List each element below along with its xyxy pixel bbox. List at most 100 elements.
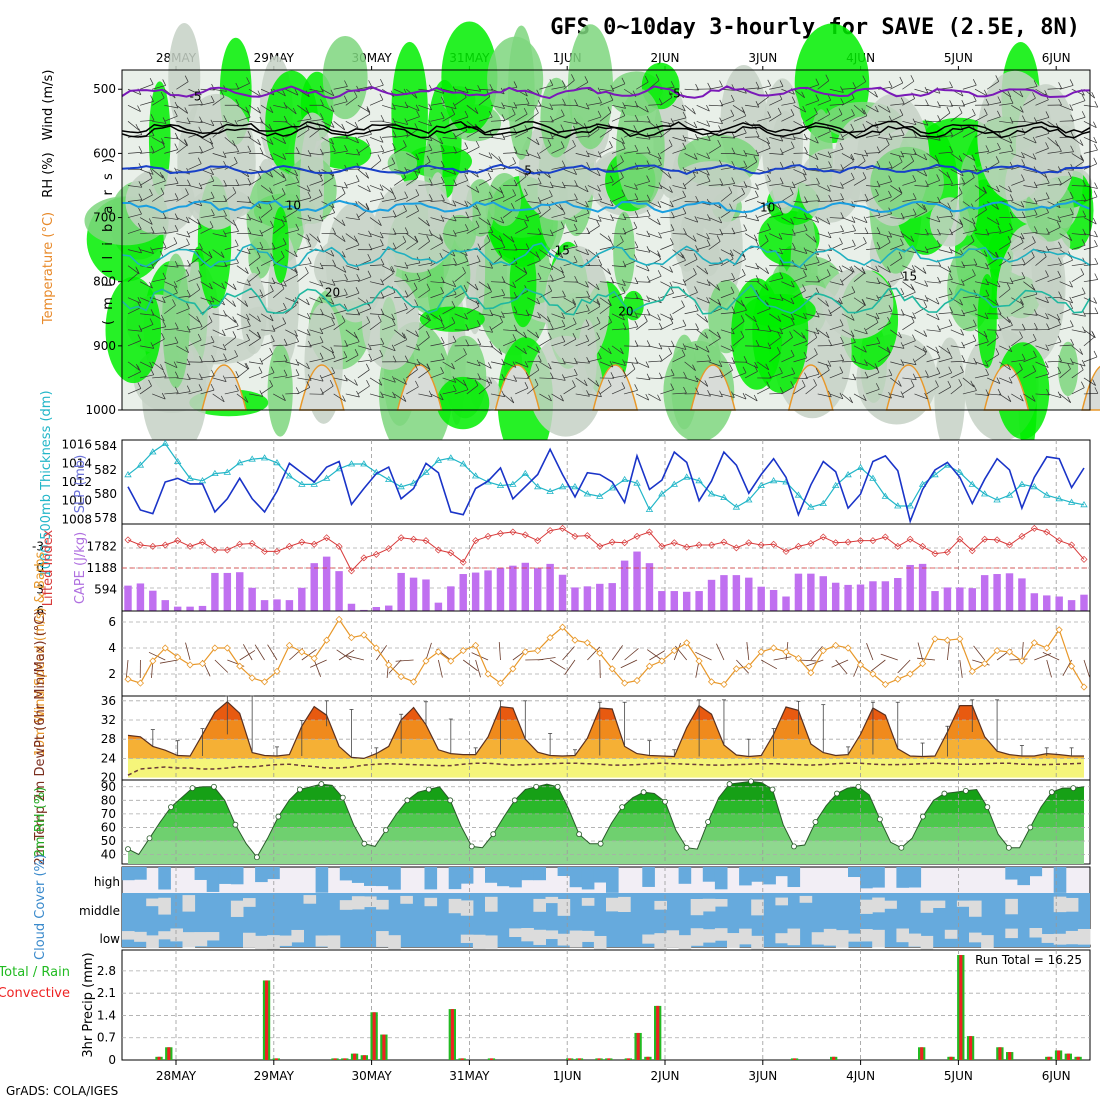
wind-barb	[914, 297, 929, 302]
wind-barb	[575, 377, 588, 387]
wind-speed-marker	[1030, 639, 1038, 647]
wind-barb	[611, 217, 626, 221]
wind-barb-flag	[586, 162, 590, 169]
wind-barb-flag	[246, 110, 251, 118]
wind-barb-flag	[536, 297, 541, 305]
wind-barb	[817, 249, 832, 251]
wind-barb	[394, 177, 406, 186]
thickness-marker	[136, 461, 145, 468]
wind-speed-marker	[894, 675, 902, 683]
wind-barb	[999, 241, 1012, 250]
wind-barb-flag	[994, 251, 999, 259]
wind-barb-flag	[972, 79, 977, 86]
wind-barb-flag	[512, 281, 517, 288]
wind-barb	[926, 201, 941, 204]
wind-barb	[369, 198, 384, 202]
wind-barb-flag	[573, 255, 578, 263]
wind-barb	[999, 281, 1014, 284]
wind-barb	[478, 313, 493, 316]
wind-barb-flag	[912, 193, 917, 200]
wind-barb-flag	[451, 108, 456, 115]
wind-barb-flag	[184, 75, 189, 82]
wind-barb	[127, 185, 142, 188]
wind-barb-flag	[440, 96, 445, 104]
wind-barb	[466, 130, 480, 138]
wind-barb	[478, 88, 493, 91]
wind-barb-flag	[900, 287, 905, 295]
wind-barb-flag	[487, 362, 492, 369]
precip-convective-bar	[1008, 1052, 1012, 1060]
cloud-mid-block	[654, 900, 667, 910]
wind-barb-flag	[1082, 210, 1087, 217]
wind-barb-flag	[900, 238, 904, 245]
wind-barb	[357, 233, 372, 238]
wind-barb-flag	[415, 153, 420, 160]
wind-barb-flag	[403, 204, 407, 212]
wind-barb	[636, 281, 651, 283]
wind-barb-flag	[379, 184, 384, 191]
wind-barb	[781, 265, 796, 267]
wind-barb-flag	[840, 225, 844, 232]
wind-barb	[442, 390, 457, 395]
wind-barb-flag	[1058, 291, 1062, 298]
wind-barb-flag	[453, 146, 457, 153]
wind-barb-flag	[1008, 185, 1012, 193]
wind-tick-label: 6	[108, 615, 116, 629]
wind-barb-flag	[365, 202, 370, 210]
wind-barb	[297, 272, 309, 282]
wind-barb-flag	[850, 314, 855, 321]
wind-barb-flag	[135, 123, 140, 131]
precip-label: 3hr Precip (mm)	[81, 952, 96, 1057]
rh-marker	[791, 843, 797, 850]
wind-barb-flag	[1045, 111, 1050, 118]
wind-barb-flag	[463, 284, 468, 292]
wind-barb-flag	[331, 279, 336, 286]
wind-barb-flag	[211, 83, 215, 91]
wind-barb	[599, 129, 612, 138]
surface-wind-barb	[388, 659, 402, 674]
wind-barb-flag	[307, 112, 312, 120]
wind-barb-flag	[1067, 362, 1071, 370]
li-marker	[832, 539, 840, 547]
wind-speed-marker	[943, 636, 951, 644]
wind-barb	[333, 356, 348, 363]
wind-barb	[345, 393, 360, 398]
wind-barb-flag	[222, 151, 227, 158]
wind-barb-flag	[366, 139, 370, 146]
wind-barb	[926, 137, 941, 141]
wind-barb	[527, 329, 539, 339]
wind-barb	[563, 185, 578, 187]
wind-barb	[224, 376, 239, 379]
wind-barb	[478, 281, 491, 290]
wind-barb	[248, 104, 261, 114]
cloud-low-block	[521, 928, 534, 942]
precip-convective-bar	[568, 1058, 572, 1060]
surface-wind-barb	[239, 650, 256, 661]
wind-barb-flag	[753, 394, 758, 402]
cape-bar	[335, 571, 343, 611]
wind-speed-marker	[347, 634, 356, 642]
wind-barb-flag	[767, 79, 772, 86]
surface-wind-barb	[624, 648, 639, 661]
wind-barb	[938, 215, 953, 218]
wind-barb	[611, 104, 626, 109]
wind-barb-flag	[838, 108, 843, 115]
wind-barb	[672, 148, 686, 154]
wind-speed-marker	[273, 667, 281, 675]
wind-barb-flag	[608, 316, 612, 323]
wind-barb-flag	[210, 141, 214, 149]
wind-barb	[164, 198, 179, 202]
wind-barb-flag	[148, 172, 153, 179]
rh-marker	[468, 843, 475, 850]
wind-barb-flag	[970, 380, 975, 387]
wind-barb	[442, 152, 457, 154]
wind-barb	[527, 278, 542, 283]
wind-barb-flag	[779, 80, 784, 87]
thickness-marker	[1018, 480, 1026, 487]
cloud-low-block	[1041, 934, 1055, 943]
wind-barb-flag	[997, 110, 1001, 117]
cloud-low-block	[158, 931, 171, 940]
wind-barb-flag	[1032, 333, 1037, 341]
rh-marker	[168, 804, 174, 810]
wind-barb	[466, 214, 481, 218]
